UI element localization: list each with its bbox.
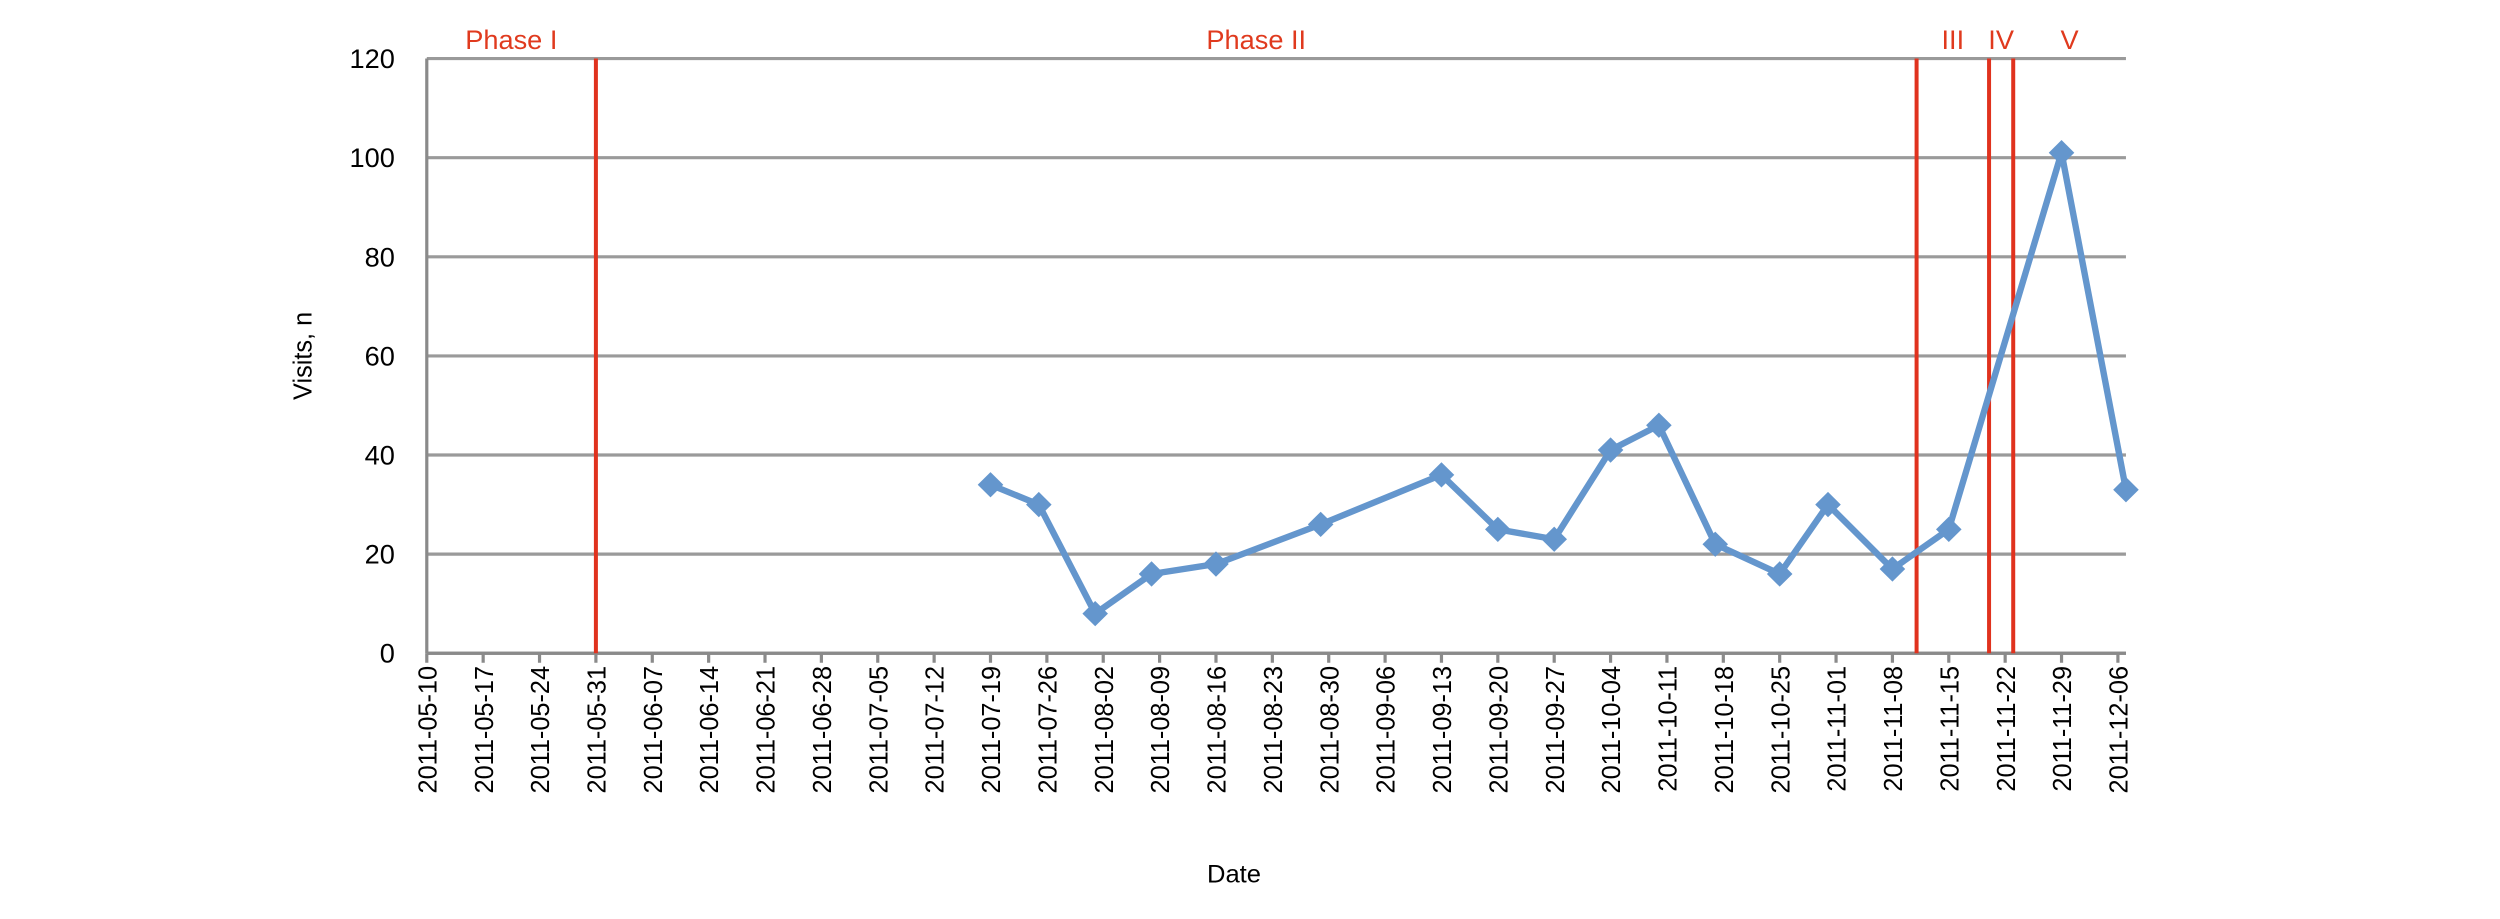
marker: [1485, 516, 1511, 543]
x-tick-label: 2011-08-02: [1091, 666, 1119, 794]
phase-label: IV: [1988, 25, 2014, 55]
x-tick-label: 2011-07-26: [1034, 666, 1062, 794]
marker: [1026, 491, 1052, 518]
x-tick-label: 2011-05-17: [471, 666, 499, 794]
x-tick-label: 2011-06-28: [809, 666, 837, 794]
y-tick-label: 0: [380, 639, 395, 669]
x-tick-label: 2011-08-23: [1260, 666, 1288, 794]
x-tick-label: 2011-07-19: [978, 666, 1006, 794]
x-tick-label: 2011-11-22: [1993, 666, 2021, 792]
marker: [1936, 516, 1962, 543]
x-tick-label: 2011-07-12: [922, 666, 950, 794]
phase-label: Phase I: [465, 25, 557, 55]
marker: [1766, 561, 1793, 587]
x-axis-title: Date: [1207, 861, 1261, 889]
x-tick-label: 2011-10-25: [1767, 666, 1795, 794]
x-tick-label: 2011-08-09: [1147, 666, 1175, 794]
y-axis-title: Visits, n: [290, 312, 318, 400]
phase-label: V: [2061, 25, 2079, 55]
x-tick-label: 2011-11-08: [1880, 666, 1908, 792]
marker: [1307, 511, 1334, 538]
x-tick-label: 2011-05-31: [583, 666, 611, 794]
x-tick-label: 2011-10-04: [1598, 666, 1626, 794]
marker: [2113, 477, 2139, 503]
x-tick-label: 2011-09-06: [1373, 666, 1401, 794]
x-tick-label: 2011-05-24: [527, 666, 555, 794]
x-tick-label: 2011-06-14: [696, 666, 724, 794]
y-tick-label: 20: [365, 540, 395, 570]
x-tick-label: 2011-07-05: [865, 666, 893, 794]
x-tick-label: 2011-06-07: [640, 666, 668, 794]
series-line: [989, 149, 2130, 617]
marker: [1879, 556, 1906, 582]
y-tick-label: 80: [365, 242, 395, 272]
phase-label: Phase II: [1206, 25, 1306, 55]
x-tick-label: 2011-05-10: [414, 666, 442, 794]
x-tick-label: 2011-10-11: [1654, 666, 1682, 792]
x-tick-label: 2011-10-18: [1711, 666, 1739, 794]
y-tick-label: 100: [350, 143, 395, 173]
y-tick-label: 60: [365, 342, 395, 372]
marker: [1428, 462, 1455, 488]
phase-label: III: [1941, 25, 1964, 55]
y-tick-label: 40: [365, 441, 395, 471]
x-tick-label: 2011-06-21: [752, 666, 780, 794]
marker: [1646, 412, 1672, 438]
marker: [1138, 561, 1165, 587]
x-tick-label: 2011-11-29: [2049, 666, 2077, 792]
marker: [2048, 140, 2075, 166]
x-tick-label: 2011-12-06: [2105, 666, 2133, 794]
x-tick-label: 2011-08-16: [1203, 666, 1231, 794]
x-tick-label: 2011-11-01: [1824, 666, 1852, 792]
marker: [1815, 491, 1841, 518]
y-tick-label: 120: [350, 44, 395, 74]
x-tick-label: 2011-09-13: [1429, 666, 1457, 794]
marker: [977, 472, 1004, 498]
x-tick-label: 2011-08-30: [1316, 666, 1344, 794]
x-tick-label: 2011-09-27: [1542, 666, 1570, 794]
x-tick-label: 2011-09-20: [1485, 666, 1513, 794]
x-tick-label: 2011-11-15: [1936, 666, 1964, 792]
